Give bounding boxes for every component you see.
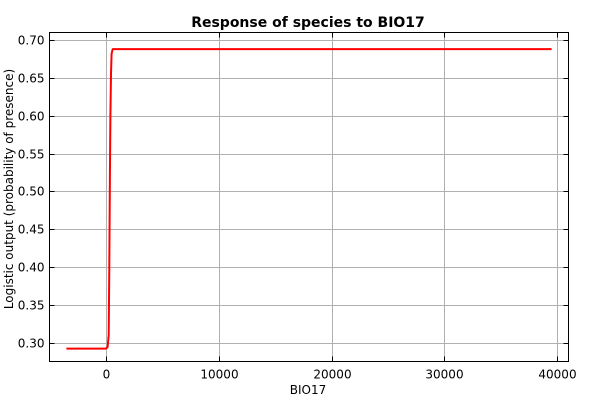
y-tick-label: 0.65 xyxy=(18,72,45,86)
y-tick-label: 0.45 xyxy=(18,223,45,237)
x-tick-label: 30000 xyxy=(425,368,463,382)
grid xyxy=(49,32,569,362)
y-tick-label: 0.60 xyxy=(18,110,45,124)
y-tick-label: 0.70 xyxy=(18,34,45,48)
y-tick-label: 0.50 xyxy=(18,185,45,199)
y-tick-label: 0.55 xyxy=(18,148,45,162)
y-tick-label: 0.40 xyxy=(18,261,45,275)
x-tick-label: 20000 xyxy=(313,368,351,382)
series-layer xyxy=(66,48,552,350)
chart-title: Response of species to BIO17 xyxy=(191,15,425,31)
x-tick-label: 10000 xyxy=(200,368,238,382)
x-tick-label: 0 xyxy=(103,368,111,382)
y-tick-label: 0.35 xyxy=(18,299,45,313)
y-axis-label: Logistic output (probability of presence… xyxy=(2,69,16,309)
x-axis: 0 10000 20000 30000 40000 xyxy=(103,32,577,382)
y-tick-label: 0.30 xyxy=(18,337,45,351)
series-line xyxy=(66,48,552,350)
plot-frame xyxy=(49,32,569,362)
x-tick-label: 40000 xyxy=(538,368,576,382)
x-axis-label: BIO17 xyxy=(290,383,327,397)
y-axis: 0.30 0.35 0.40 0.45 0.50 0.55 0.60 0.65 0.70 xyxy=(18,34,569,351)
